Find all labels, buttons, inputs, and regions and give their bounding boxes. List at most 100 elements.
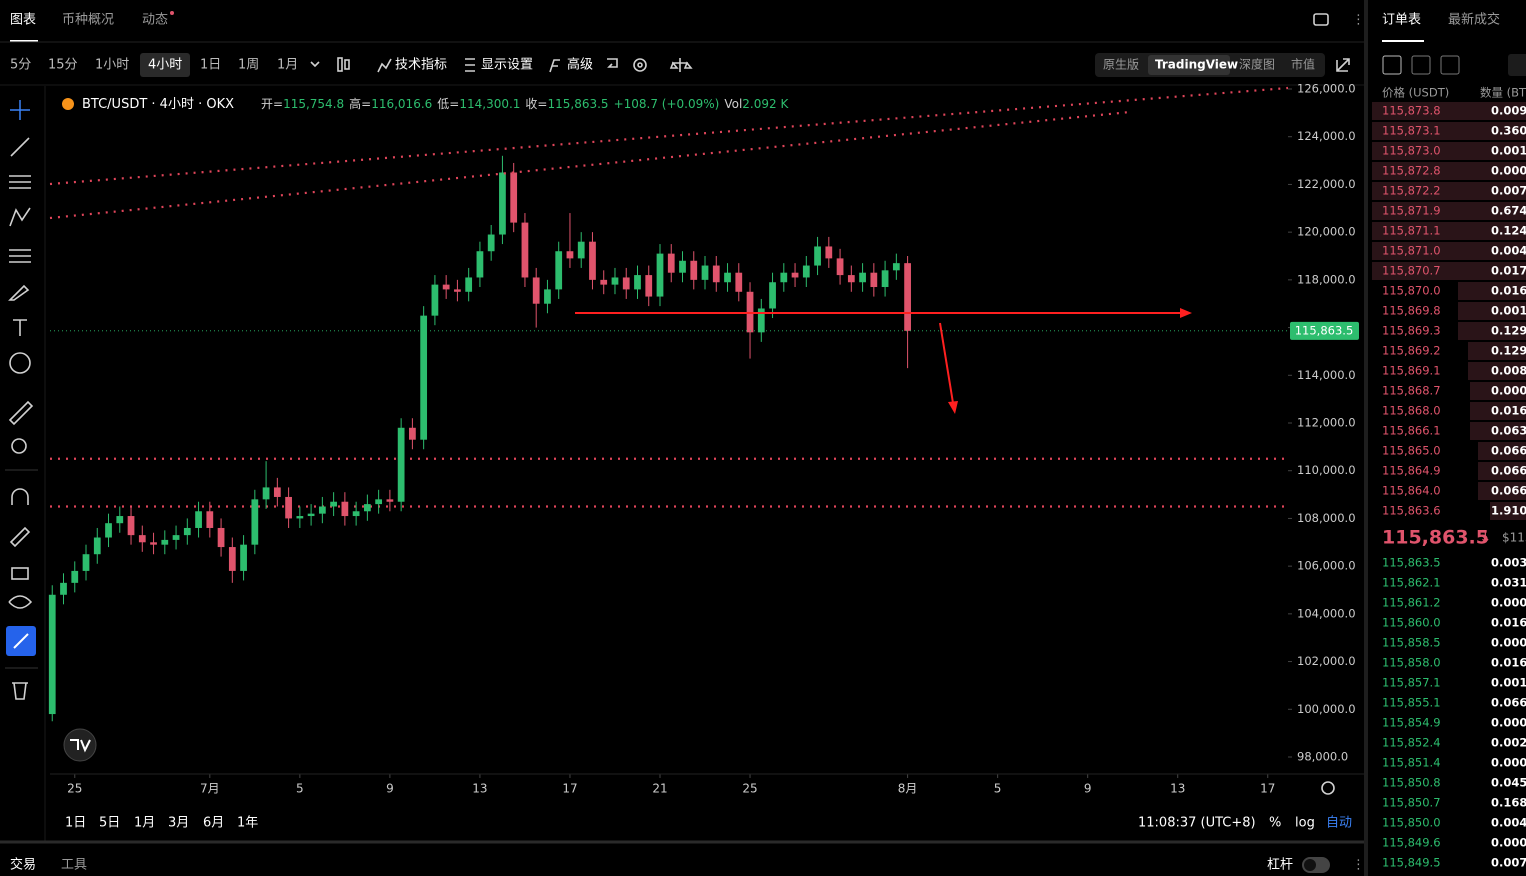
ob-precision[interactable] — [1508, 54, 1526, 76]
candle-body — [814, 246, 821, 266]
clock: 11:08:37 (UTC+8) — [1138, 816, 1256, 831]
chevron[interactable] — [310, 61, 320, 68]
menu[interactable]: ⋮ — [1352, 13, 1365, 28]
bid-price: 115,863.5 — [1382, 556, 1441, 570]
tool-line[interactable] — [10, 137, 30, 157]
ob-tab[interactable]: 最新成交 — [1448, 12, 1500, 28]
change: +108.7 (+0.09%) — [614, 97, 720, 111]
bid-price: 115,851.4 — [1382, 756, 1441, 770]
icon[interactable] — [344, 59, 350, 70]
tool-text[interactable] — [13, 319, 27, 336]
candle-body — [82, 554, 90, 571]
interval[interactable]: 5分 — [10, 58, 31, 73]
icon[interactable] — [607, 58, 618, 68]
toolbar-item[interactable]: 显示设置 — [481, 58, 533, 73]
bid-price: 115,858.5 — [1382, 636, 1441, 650]
x-tick-label: 25 — [67, 782, 82, 796]
tool-trash[interactable] — [12, 682, 28, 700]
tab[interactable]: 币种概况 — [62, 13, 114, 28]
ask-qty: 0.0664 — [1491, 484, 1526, 498]
ask-qty: 0.0009 — [1491, 384, 1526, 398]
ask-price: 115,873.1 — [1382, 124, 1441, 138]
icon[interactable] — [337, 57, 343, 72]
ask-qty: 0.0043 — [1491, 244, 1526, 258]
footer-label: 杠杆 — [1267, 857, 1293, 873]
candle-body — [296, 516, 304, 519]
toolbar-item[interactable]: 高级 — [567, 57, 593, 73]
ask-price: 115,864.0 — [1382, 484, 1441, 498]
view-option[interactable]: 深度图 — [1239, 57, 1275, 72]
symbol: BTC/USDT · 4小时 · OKX — [82, 97, 234, 112]
footer-tab[interactable]: 交易 — [10, 857, 36, 873]
candle-body — [60, 582, 67, 595]
tab[interactable]: 动态 — [142, 13, 168, 28]
scale-option[interactable]: % — [1269, 816, 1281, 831]
y-tick-label: 100,000.0 — [1297, 702, 1356, 716]
tab-underline — [1382, 40, 1424, 42]
range[interactable]: 3月 — [168, 816, 189, 831]
candle-body — [386, 499, 394, 502]
view-option[interactable]: TradingView — [1155, 58, 1238, 72]
toolbar-item[interactable]: 技术指标 — [395, 58, 447, 73]
ob-view[interactable] — [1440, 55, 1460, 75]
tool-eye[interactable] — [8, 595, 33, 609]
ask-qty: 0.0000 — [1491, 164, 1526, 178]
tab-active[interactable]: 图表 — [10, 13, 36, 28]
view-option[interactable]: 原生版 — [1103, 58, 1139, 72]
tool-ruler[interactable] — [8, 400, 34, 426]
tool-lock-draw[interactable] — [9, 526, 31, 548]
coin-icon — [62, 98, 74, 110]
ob-view[interactable] — [1411, 55, 1431, 75]
candle-body — [352, 511, 360, 517]
icon[interactable] — [633, 58, 647, 72]
interval[interactable]: 4小时 — [148, 58, 182, 73]
icon[interactable] — [1336, 58, 1350, 72]
icon[interactable] — [1313, 13, 1329, 26]
range[interactable]: 1月 — [134, 816, 155, 831]
vol-label: Vol — [724, 97, 742, 111]
tool-pattern[interactable] — [9, 207, 31, 227]
tv-logo[interactable] — [63, 728, 97, 762]
tool-lock[interactable] — [11, 567, 29, 580]
ask-price: 115,865.0 — [1382, 444, 1441, 458]
tool-zoom[interactable] — [11, 438, 27, 454]
ob-view[interactable] — [1382, 55, 1402, 75]
interval[interactable]: 1小时 — [95, 58, 129, 73]
tool-emoji[interactable] — [9, 352, 31, 374]
last-price-label: 115,863.5 — [1295, 323, 1354, 337]
candle-body — [769, 282, 776, 309]
candle-body — [318, 506, 326, 514]
settings-icon[interactable] — [1321, 781, 1335, 795]
range[interactable]: 5日 — [99, 816, 120, 831]
range[interactable]: 1日 — [65, 816, 86, 831]
tool-brush[interactable] — [8, 284, 30, 301]
scale-option[interactable]: log — [1295, 816, 1315, 831]
interval[interactable]: 15分 — [48, 58, 78, 73]
interval[interactable]: 1月 — [277, 58, 298, 73]
ask-qty: 0.0164 — [1491, 284, 1526, 298]
candle-body — [825, 246, 833, 259]
range[interactable]: 1年 — [237, 816, 258, 831]
candle-body — [442, 284, 450, 290]
depth-bar — [1468, 342, 1526, 360]
footer-tab[interactable]: 工具 — [61, 858, 87, 873]
tool-crosshair[interactable] — [10, 100, 30, 120]
interval[interactable]: 1日 — [200, 58, 221, 73]
x-tick-label: 13 — [1170, 782, 1185, 796]
candle-body — [161, 539, 169, 545]
tool-channel[interactable] — [9, 175, 31, 189]
tool-fib[interactable] — [9, 249, 31, 263]
depth-bar — [1470, 422, 1526, 440]
view-option[interactable]: 市值 — [1291, 57, 1315, 72]
icon[interactable] — [669, 58, 693, 72]
ask-price: 115,870.7 — [1382, 264, 1441, 278]
menu[interactable]: ⋮ — [1352, 858, 1365, 873]
tool-magnet[interactable] — [11, 488, 29, 505]
range[interactable]: 6月 — [203, 816, 224, 831]
bid-qty: 0.0164 — [1491, 656, 1526, 670]
interval[interactable]: 1周 — [238, 58, 259, 73]
y-tick-label: 120,000.0 — [1297, 225, 1356, 239]
candle-body — [431, 284, 439, 316]
ob-tab[interactable]: 订单表 — [1382, 13, 1421, 28]
scale-option[interactable]: 自动 — [1326, 816, 1352, 831]
